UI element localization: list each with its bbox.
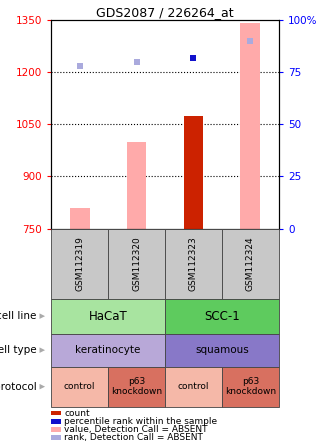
Text: GSM112324: GSM112324 (246, 236, 255, 291)
Bar (51, 419, 61, 424)
Text: HaCaT: HaCaT (89, 309, 127, 323)
Text: p63
knockdown: p63 knockdown (225, 377, 276, 396)
Text: keratinocyte: keratinocyte (75, 345, 141, 355)
Text: control: control (64, 382, 95, 391)
Point (134, 58, 139, 65)
Bar (183, 115, 203, 229)
Bar (51, 229, 108, 299)
Bar (222, 229, 279, 299)
Text: cell type: cell type (0, 345, 36, 355)
Text: value, Detection Call = ABSENT: value, Detection Call = ABSENT (64, 425, 208, 434)
Bar (165, 367, 222, 407)
Point (191, 54, 196, 61)
Text: protocol: protocol (0, 382, 36, 392)
Bar (165, 229, 222, 299)
Title: GDS2087 / 226264_at: GDS2087 / 226264_at (96, 6, 234, 19)
Bar (51, 299, 165, 333)
Text: GSM112319: GSM112319 (75, 236, 84, 291)
Point (248, 37, 253, 44)
Bar (51, 436, 61, 440)
Bar (222, 367, 279, 407)
Bar (241, 24, 260, 229)
Bar (165, 333, 279, 367)
Bar (165, 299, 279, 333)
Point (77, 62, 82, 69)
Text: p63
knockdown: p63 knockdown (111, 377, 162, 396)
Text: cell line: cell line (0, 311, 36, 321)
Bar (51, 427, 61, 432)
Text: control: control (178, 382, 209, 391)
Bar (70, 208, 89, 229)
Bar (51, 367, 108, 407)
Bar (51, 333, 165, 367)
Bar (51, 411, 61, 416)
Text: squamous: squamous (195, 345, 249, 355)
Text: rank, Detection Call = ABSENT: rank, Detection Call = ABSENT (64, 433, 203, 442)
Text: GSM112323: GSM112323 (189, 236, 198, 291)
Bar (108, 229, 165, 299)
Text: count: count (64, 408, 90, 418)
Text: GSM112320: GSM112320 (132, 236, 141, 291)
Bar (127, 142, 147, 229)
Bar (183, 115, 203, 229)
Bar (108, 367, 165, 407)
Text: percentile rank within the sample: percentile rank within the sample (64, 417, 217, 426)
Text: SCC-1: SCC-1 (204, 309, 240, 323)
